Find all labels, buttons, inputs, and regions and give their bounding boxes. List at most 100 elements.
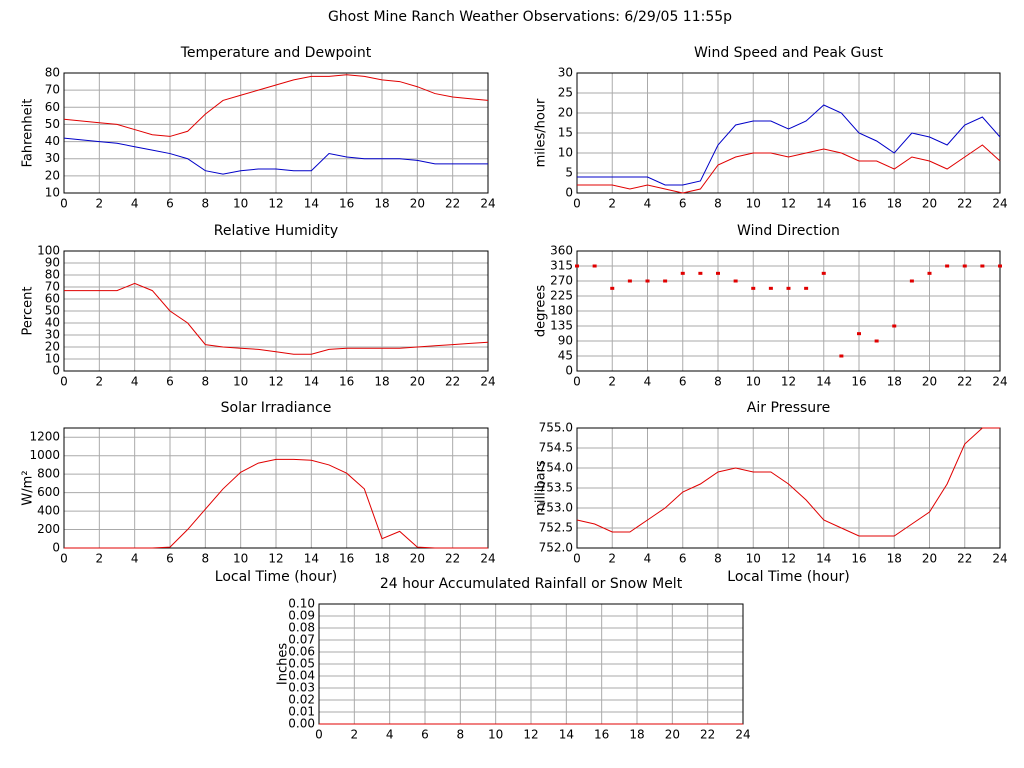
x-tick-label: 8: [202, 375, 210, 389]
y-tick-label: 50: [45, 304, 60, 318]
data-point: [663, 279, 668, 283]
y-tick-label: 10: [45, 186, 60, 200]
x-tick-label: 16: [851, 552, 866, 566]
x-tick-label: 14: [816, 197, 831, 211]
x-tick-label: 24: [992, 552, 1007, 566]
x-tick-label: 14: [816, 552, 831, 566]
y-tick-label: 180: [550, 304, 573, 318]
x-tick-label: 2: [608, 552, 616, 566]
y-tick-label: 800: [37, 467, 60, 481]
x-tick-label: 20: [665, 728, 680, 742]
x-tick-label: 8: [714, 197, 722, 211]
x-tick-label: 8: [457, 728, 465, 742]
x-tick-label: 4: [644, 375, 652, 389]
x-tick-label: 18: [887, 197, 902, 211]
x-tick-label: 2: [608, 197, 616, 211]
y-tick-label: 50: [45, 117, 60, 131]
x-tick-label: 22: [957, 375, 972, 389]
x-tick-label: 18: [629, 728, 644, 742]
y-tick-label: 30: [45, 151, 60, 165]
x-tick-label: 8: [714, 552, 722, 566]
x-tick-label: 12: [268, 197, 283, 211]
data-point: [627, 279, 632, 283]
y-tick-label: 60: [45, 100, 60, 114]
x-tick-label: 20: [922, 552, 937, 566]
data-point: [909, 279, 914, 283]
data-point: [857, 332, 861, 336]
data-line: [63, 74, 489, 137]
x-tick-label: 2: [96, 197, 104, 211]
y-axis-label: Inches: [276, 643, 291, 685]
x-tick-label: 14: [304, 552, 319, 566]
x-tick-label: 6: [421, 728, 429, 742]
y-axis-label: W/m²: [21, 470, 36, 505]
x-tick-label: 8: [714, 375, 722, 389]
y-tick-label: 0.02: [288, 693, 315, 707]
page-title: Ghost Mine Ranch Weather Observations: 6…: [328, 9, 732, 25]
data-point: [804, 286, 809, 290]
y-tick-label: 400: [37, 504, 60, 518]
chart-title: Wind Speed and Peak Gust: [694, 45, 883, 61]
x-tick-label: 18: [374, 375, 389, 389]
y-tick-label: 200: [37, 522, 60, 536]
x-tick-label: 18: [887, 375, 902, 389]
x-tick-label: 0: [573, 375, 581, 389]
y-tick-label: 753.5: [539, 481, 573, 495]
y-tick-label: 0: [52, 541, 60, 555]
x-tick-label: 22: [445, 552, 460, 566]
x-tick-label: 2: [96, 552, 104, 566]
y-tick-label: 25: [558, 86, 573, 100]
y-axis-label: degrees: [534, 285, 549, 338]
y-tick-label: 135: [550, 319, 573, 333]
x-tick-label: 4: [386, 728, 394, 742]
data-line: [577, 104, 1001, 186]
data-point: [610, 286, 615, 290]
y-tick-label: 0.05: [288, 657, 315, 671]
x-tick-label: 4: [131, 197, 139, 211]
y-tick-label: 10: [45, 352, 60, 366]
x-tick-label: 12: [268, 375, 283, 389]
y-tick-label: 60: [45, 292, 60, 306]
y-tick-label: 5: [565, 166, 573, 180]
y-tick-label: 20: [558, 106, 573, 120]
y-tick-label: 754.0: [539, 461, 573, 475]
chart-title: 24 hour Accumulated Rainfall or Snow Mel…: [380, 576, 683, 592]
x-tick-label: 6: [166, 197, 174, 211]
x-tick-label: 12: [781, 375, 796, 389]
data-point: [592, 264, 597, 268]
y-tick-label: 45: [558, 349, 573, 363]
y-tick-label: 10: [558, 146, 573, 160]
data-point: [962, 264, 967, 268]
data-line: [577, 144, 1001, 194]
y-tick-label: 0.10: [288, 597, 315, 611]
data-point: [786, 286, 791, 290]
y-tick-label: 754.5: [539, 441, 573, 455]
x-tick-label: 4: [131, 552, 139, 566]
x-tick-label: 0: [60, 375, 68, 389]
x-tick-label: 4: [644, 552, 652, 566]
x-tick-label: 0: [60, 197, 68, 211]
data-point: [768, 286, 773, 290]
x-tick-label: 16: [339, 552, 354, 566]
data-point: [945, 264, 950, 268]
y-tick-label: 80: [45, 268, 60, 282]
x-tick-label: 22: [957, 552, 972, 566]
y-tick-label: 360: [550, 244, 573, 258]
x-tick-label: 10: [746, 197, 761, 211]
x-tick-label: 20: [410, 552, 425, 566]
x-tick-label: 6: [679, 197, 687, 211]
y-tick-label: 0.01: [288, 705, 315, 719]
data-point: [680, 271, 685, 275]
y-tick-label: 270: [550, 274, 573, 288]
y-tick-label: 600: [37, 485, 60, 499]
x-tick-label: 24: [992, 375, 1007, 389]
plot-frame: [63, 427, 489, 549]
x-tick-label: 20: [410, 197, 425, 211]
x-tick-label: 16: [594, 728, 609, 742]
y-tick-label: 80: [45, 66, 60, 80]
data-point: [716, 271, 720, 275]
x-tick-label: 24: [480, 552, 495, 566]
x-tick-label: 12: [268, 552, 283, 566]
data-line: [576, 427, 1000, 537]
plot-frame: [63, 250, 489, 372]
